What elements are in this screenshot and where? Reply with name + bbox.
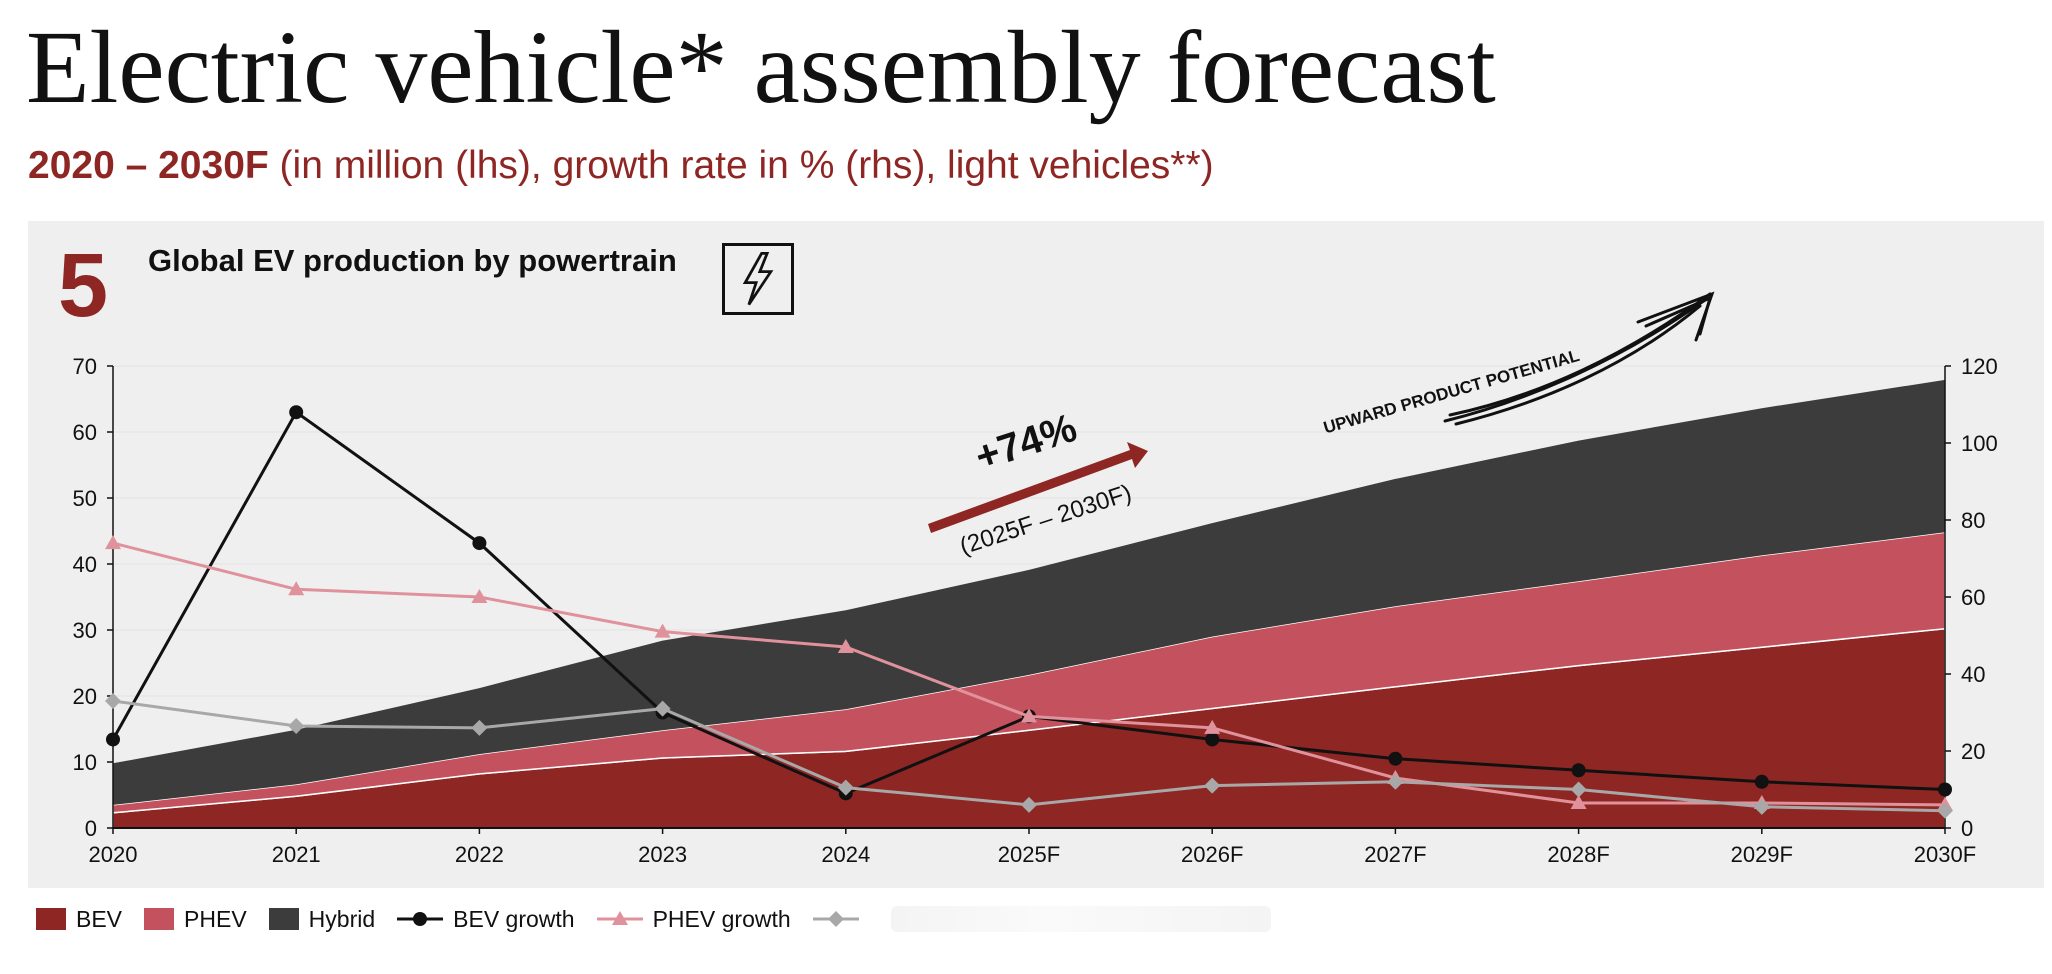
x-tick-label: 2027F <box>1364 842 1426 867</box>
growth-period-label: (2025F – 2030F) <box>956 479 1134 560</box>
x-tick-label: 2022 <box>455 842 504 867</box>
y-left-tick-label: 0 <box>85 816 97 841</box>
hybrid-growth-point <box>837 779 854 796</box>
bev-growth-point <box>1571 763 1586 778</box>
x-tick-label: 2030F <box>1914 842 1976 867</box>
x-tick-label: 2025F <box>998 842 1060 867</box>
phev-growth-point <box>471 589 488 603</box>
axes: 0 10 20 30 40 50 60 70 0 20 40 60 80 100 120 2020 2021 20… <box>73 354 1998 867</box>
y-right-tick-label: 40 <box>1961 662 1985 687</box>
growth-arrow <box>928 442 1148 533</box>
legend-label: PHEV <box>184 905 247 932</box>
growth-value-label: +74% <box>970 406 1082 480</box>
panel-number-badge: 5 <box>58 236 109 336</box>
subtitle-period: 2020 – 2030F <box>28 144 269 187</box>
hybrid-growth-point <box>1204 777 1221 794</box>
hybrid-growth-point <box>1387 773 1404 790</box>
y-right-tick-label: 120 <box>1961 354 1998 379</box>
hybrid-growth-point <box>1570 781 1587 798</box>
y-left-tick-label: 60 <box>73 420 97 445</box>
page-title: Electric vehicle* assembly forecast <box>26 10 1496 125</box>
hybrid-growth-point <box>654 700 671 717</box>
phev-growth-point <box>105 535 121 550</box>
legend-item-bev: BEV <box>36 906 122 933</box>
x-tick-label: 2029F <box>1731 842 1793 867</box>
hybrid-area <box>113 379 1945 805</box>
chart-legend: BEV PHEV Hybrid BEV growth PHEV growth <box>36 904 1271 934</box>
legend-label: PHEV growth <box>652 905 791 932</box>
hybrid-growth-point <box>288 717 305 734</box>
bev-growth-point <box>106 732 120 747</box>
x-tick-label: 2020 <box>89 842 138 867</box>
y-right-tick-label: 60 <box>1961 585 1985 610</box>
legend-item-phev: PHEV <box>144 906 247 933</box>
hybrid-growth-point <box>1753 798 1770 815</box>
legend-line-swatch <box>397 907 444 931</box>
upward-potential-label: UPWARD PRODUCT POTENTIAL <box>1321 346 1581 437</box>
bev-growth-point <box>1388 751 1403 766</box>
y-left-tick-label: 30 <box>73 618 97 643</box>
y-right-tick-label: 80 <box>1961 508 1985 533</box>
phev-growth-point <box>1570 794 1587 809</box>
y-left-tick-label: 20 <box>73 684 97 709</box>
obscured-legend-region <box>890 906 1271 932</box>
x-tick-label: 2021 <box>272 842 321 867</box>
bev-growth-point <box>1938 782 1952 797</box>
phev-growth-point <box>1204 719 1221 734</box>
phev-growth-point <box>654 623 671 638</box>
hybrid-growth-point <box>471 719 488 736</box>
bev-growth-point <box>1754 774 1769 789</box>
bev-growth-point <box>472 536 487 551</box>
legend-swatch <box>36 908 66 930</box>
hybrid-growth-point <box>1021 796 1037 813</box>
x-tick-label: 2028F <box>1547 842 1609 867</box>
y-right-tick-label: 100 <box>1961 431 1998 456</box>
legend-swatch <box>268 908 299 930</box>
legend-label: Hybrid <box>308 905 376 932</box>
legend-line-swatch <box>812 907 859 931</box>
x-tick-label: 2024 <box>821 842 870 867</box>
hybrid-growth-point <box>1937 802 1953 819</box>
subtitle-units: (in million (lhs), growth rate in % (rhs… <box>268 144 1214 187</box>
y-left-tick-label: 10 <box>73 750 97 775</box>
phev-growth-point <box>837 639 854 654</box>
x-tick-label: 2026F <box>1181 842 1243 867</box>
y-right-tick-label: 20 <box>1961 739 1985 764</box>
legend-label: BEV growth <box>453 905 575 932</box>
upward-arrow-icon <box>1443 291 1715 426</box>
panel-title: Global EV production by powertrain <box>148 243 677 278</box>
lightning-bolt-icon <box>722 243 794 315</box>
footnote <box>0 966 200 974</box>
phev-growth-point <box>1021 708 1037 723</box>
growth-annotation: +74% (2025F – 2030F) <box>928 406 1148 560</box>
page-subtitle: 2020 – 2030F (in million (lhs), growth r… <box>28 142 1214 190</box>
bev-growth-point <box>289 405 304 420</box>
y-left-tick-label: 40 <box>73 552 97 577</box>
growth-lines <box>105 405 1953 819</box>
y-left-tick-label: 50 <box>73 486 97 511</box>
hybrid-growth-point <box>105 692 121 709</box>
legend-item-hybrid-growth <box>812 907 869 931</box>
y-right-tick-label: 0 <box>1961 816 1973 841</box>
y-left-tick-label: 70 <box>73 354 97 379</box>
legend-label: BEV <box>76 905 123 932</box>
legend-swatch <box>144 908 175 930</box>
legend-item-bev-growth: BEV growth <box>397 905 575 933</box>
phev-growth-point <box>288 581 305 596</box>
legend-item-hybrid: Hybrid <box>268 905 376 933</box>
legend-item-phev-growth: PHEV growth <box>596 905 791 933</box>
x-tick-label: 2023 <box>638 842 687 867</box>
bev-growth-point <box>1205 732 1220 747</box>
legend-line-swatch <box>596 907 643 931</box>
